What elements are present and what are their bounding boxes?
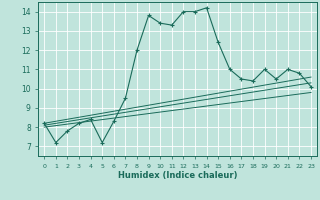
X-axis label: Humidex (Indice chaleur): Humidex (Indice chaleur) — [118, 171, 237, 180]
